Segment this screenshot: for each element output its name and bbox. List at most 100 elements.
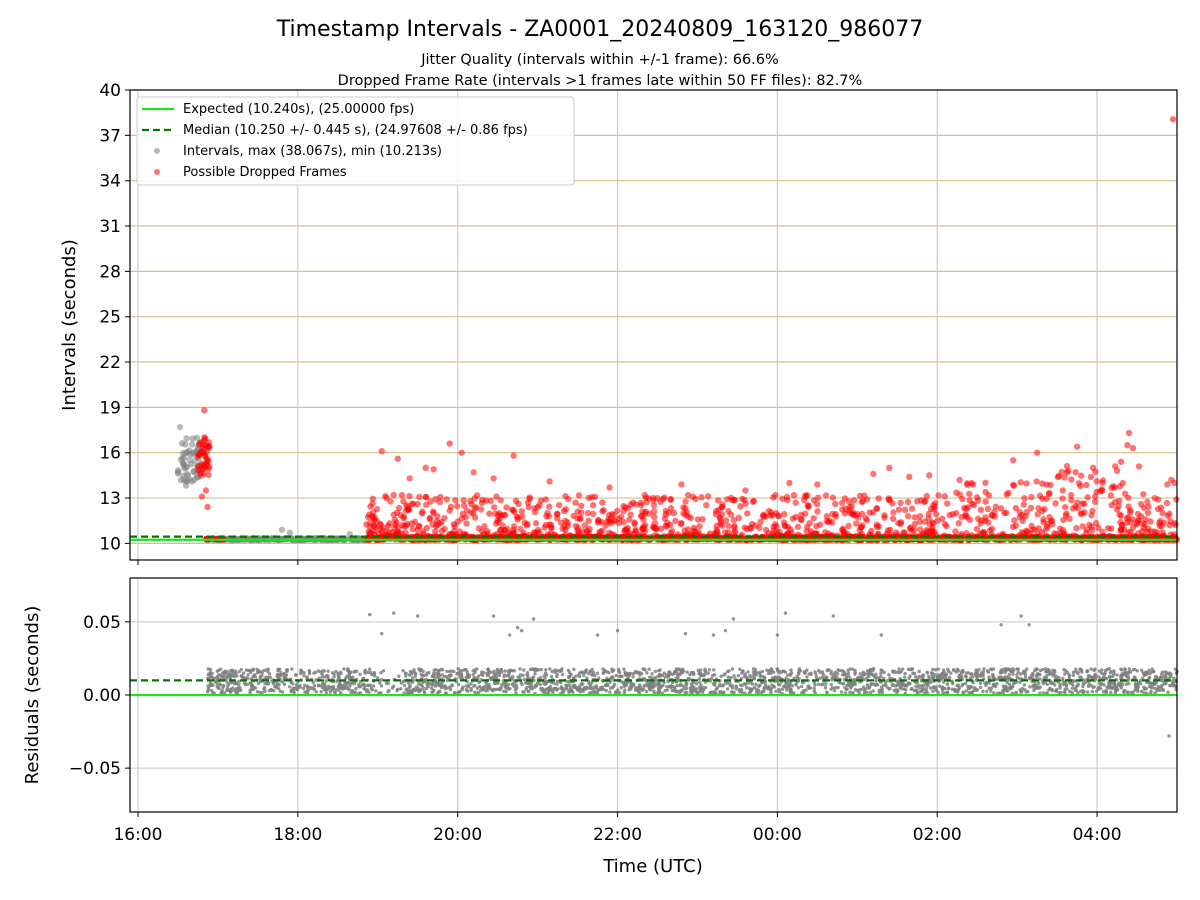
dropped-frame-point (832, 510, 839, 518)
residual-point (337, 688, 341, 692)
dropped-frame-point (825, 530, 832, 538)
residual-point (837, 668, 842, 673)
dropped-frame-point (460, 497, 467, 504)
residual-point (1155, 687, 1160, 691)
residual-point (608, 690, 612, 694)
residual-point (780, 687, 785, 691)
dropped-frame-point (890, 509, 897, 516)
residual-point (1164, 675, 1168, 680)
dropped-frame-point (555, 501, 563, 509)
residual-point (706, 671, 710, 676)
residual-point (1037, 681, 1041, 685)
residual-point (621, 681, 626, 685)
residual-point (963, 681, 968, 686)
dropped-frame-point (770, 494, 777, 501)
residual-point (1026, 689, 1030, 694)
residual-point (839, 690, 844, 694)
dropped-frame-point (620, 519, 627, 526)
residual-point (433, 679, 437, 683)
residual-point (719, 674, 723, 679)
dropped-frame-point (1117, 512, 1125, 520)
dropped-frame-point (1081, 509, 1088, 516)
residual-point (760, 669, 765, 674)
residual-point (1127, 667, 1131, 671)
residual-point (316, 669, 321, 673)
residual-point (425, 671, 429, 675)
residual-point (926, 674, 931, 679)
residual-point (555, 682, 559, 686)
dropped-frame-point (724, 496, 731, 503)
residual-point (386, 689, 390, 694)
dropped-frame-point (773, 523, 780, 530)
dropped-frame-point (1072, 469, 1079, 476)
residual-point (1041, 667, 1045, 672)
dropped-frame-point (1058, 468, 1065, 476)
residual-point (264, 668, 269, 672)
chart-subtitle-dropped: Dropped Frame Rate (intervals >1 frames … (338, 73, 863, 89)
dropped-frame-point (1017, 479, 1025, 486)
interval-point (174, 470, 182, 477)
residual-point (622, 667, 626, 671)
residual-point (1086, 684, 1091, 689)
dropped-frame-point (584, 509, 592, 517)
dropped-frame-point (1033, 478, 1040, 485)
dropped-frame-point (463, 507, 471, 514)
dropped-frame-point (553, 515, 561, 522)
dropped-frame-point (1083, 529, 1090, 537)
residual-point (732, 690, 736, 694)
dropped-frame-point (904, 498, 912, 506)
dropped-frame-point (784, 496, 791, 504)
dropped-frame-point (869, 509, 877, 516)
dropped-frame-point (722, 517, 730, 524)
residual-point (595, 671, 600, 675)
dropped-frame-point (422, 464, 429, 472)
intervals-y-tick-label: 13 (99, 489, 121, 509)
residual-point (720, 684, 725, 688)
residual-point (752, 676, 757, 681)
residual-point (745, 681, 750, 685)
dropped-frame-point (377, 520, 384, 528)
dropped-frame-point (695, 529, 702, 536)
dropped-frame-point (1033, 449, 1041, 456)
residual-point (319, 690, 323, 694)
residual-point (1129, 690, 1133, 695)
interval-point (191, 476, 198, 483)
dropped-frame-point (532, 520, 540, 527)
dropped-frame-point (946, 511, 953, 519)
dropped-frame-point (889, 515, 897, 522)
dropped-frame-point (639, 508, 646, 515)
residual-point (934, 668, 938, 672)
residual-point (640, 688, 645, 693)
dropped-frame-point (1108, 502, 1115, 509)
residual-point (938, 684, 942, 688)
dropped-frame-point (1140, 491, 1147, 498)
dropped-frame-point (645, 495, 652, 502)
intervals-y-tick-label: 31 (99, 217, 121, 237)
residual-point (949, 671, 953, 675)
dropped-frame-point (495, 512, 502, 519)
residual-point (858, 672, 862, 676)
dropped-frame-point (572, 499, 579, 506)
residual-point (314, 678, 318, 682)
residual-point (884, 683, 888, 687)
residual-point (1018, 672, 1023, 676)
residual-point (617, 691, 622, 695)
residual-point (284, 673, 289, 677)
residuals-panel: −0.050.000.05 16:00 18:00 20:00 22:00 00:00 0… (22, 577, 1179, 877)
dropped-frame-point (681, 527, 688, 534)
residual-point (1160, 670, 1165, 674)
interval-point (183, 435, 190, 442)
dropped-frame-point (534, 529, 541, 537)
dropped-frame-point (1021, 495, 1028, 502)
residual-point (328, 690, 333, 694)
dropped-frame-point (1084, 494, 1091, 501)
residual-point (445, 669, 449, 674)
residual-point (829, 672, 833, 676)
dropped-frame-point (841, 529, 848, 536)
residual-point (928, 686, 933, 690)
dropped-frame-point (1027, 504, 1035, 512)
residual-point (796, 685, 801, 690)
dropped-frame-point (752, 522, 759, 529)
dropped-frame-point (640, 516, 647, 524)
residual-point (239, 688, 243, 692)
